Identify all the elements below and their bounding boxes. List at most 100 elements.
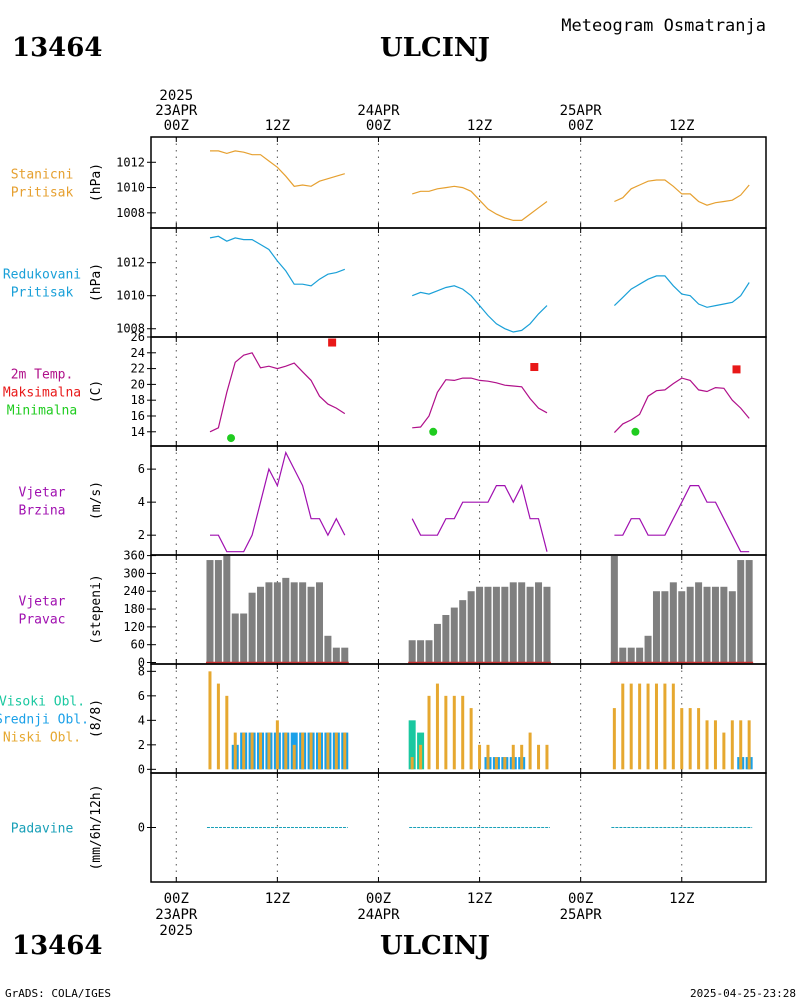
bottom-time-label: 12Z — [467, 891, 492, 907]
wind-dir-bar — [610, 555, 618, 663]
cloud-low-bar — [713, 720, 717, 770]
top-time-label: 00Z — [568, 118, 593, 134]
wind-dir-bar — [282, 577, 290, 663]
panel-frame — [150, 445, 767, 556]
bottom-time-label: 00Z — [164, 891, 189, 907]
wind-dir-bar — [745, 560, 753, 663]
panel-frame — [150, 772, 767, 883]
top-time-label: 12Z — [669, 118, 694, 134]
cloud-low-bar — [317, 732, 321, 770]
wind-dir-bar — [214, 560, 222, 663]
wind-dir-bar — [703, 586, 711, 663]
tmin-marker — [227, 434, 236, 443]
bottom-time-label: 00Z — [568, 891, 593, 907]
y-tick-label: 360 — [123, 549, 145, 563]
wind-dir-bar — [509, 582, 517, 663]
cloud-low-bar — [410, 757, 414, 770]
wind-dir-bar — [442, 614, 450, 663]
y-tick-label: 2 — [138, 528, 145, 542]
panel-wind_speed: 2 4 6 (m/s) Vjetar Brzina — [19, 445, 767, 556]
cloud-low-bar — [747, 720, 751, 770]
y-tick-label: 26 — [131, 330, 145, 344]
wind-dir-bar — [265, 582, 273, 663]
wind-dir-bar — [248, 592, 256, 663]
wind-dir-bar — [231, 613, 239, 663]
cloud-low-bar — [469, 708, 473, 770]
cloud-low-bar — [309, 732, 313, 770]
wind-dir-bar — [686, 586, 694, 663]
wind-dir-bar — [467, 591, 475, 663]
series-line — [614, 179, 750, 206]
wind-dir-bar — [332, 647, 340, 663]
wind-dir-bar — [341, 647, 349, 663]
wind-dir-bar — [223, 555, 231, 663]
wind-dir-bar — [450, 607, 458, 663]
cloud-low-bar — [444, 695, 448, 770]
cloud-low-bar — [528, 732, 532, 770]
y-tick-label: 20 — [131, 377, 145, 391]
cloud-low-bar — [301, 732, 305, 770]
header-station-name: ULCINJ — [380, 33, 490, 63]
panel-label: Brzina — [19, 504, 66, 519]
y-tick-label: 2 — [138, 738, 145, 752]
bottom-time-label: 12Z — [265, 891, 290, 907]
wind-dir-bar — [484, 586, 492, 663]
y-tick-label: 22 — [131, 362, 145, 376]
top-time-label: 12Z — [467, 118, 492, 134]
cloud-low-bar — [494, 757, 498, 770]
series-line — [411, 285, 548, 333]
cloud-low-bar — [334, 732, 338, 770]
wind-dir-bar — [661, 591, 669, 663]
series-line — [411, 483, 548, 552]
series-line — [412, 185, 548, 221]
header-station-id: 13464 — [12, 33, 102, 63]
series-line — [209, 235, 346, 287]
cloud-low-bar — [705, 720, 709, 770]
bottom-time-label: 00Z — [366, 891, 391, 907]
bottom-time-label: 2025 — [159, 923, 193, 939]
tmax-marker — [328, 338, 337, 347]
unit-label: (mm/6h/12h) — [89, 784, 104, 870]
bottom-time-label: 25APR — [560, 907, 603, 923]
cloud-low-bar — [697, 708, 701, 770]
footer-station-name: ULCINJ — [380, 931, 490, 961]
cloud-low-bar — [419, 744, 423, 770]
cloud-low-bar — [654, 683, 658, 770]
cloud-low-bar — [284, 732, 288, 770]
cloud-low-bar — [671, 683, 675, 770]
cloud-low-bar — [629, 683, 633, 770]
top-time-label: 2025 — [159, 88, 193, 104]
y-tick-label: 0 — [138, 762, 145, 776]
cloud-low-bar — [646, 683, 650, 770]
y-tick-label: 16 — [131, 409, 145, 423]
panel-label: Pritisak — [11, 186, 74, 201]
series-line — [210, 450, 346, 553]
tmin-marker — [429, 427, 438, 436]
wind-dir-bar — [324, 635, 332, 663]
cloud-low-bar — [326, 732, 330, 770]
bottom-time-label: 12Z — [669, 891, 694, 907]
footer-station-id: 13464 — [12, 931, 102, 961]
y-tick-label: 1008 — [116, 206, 145, 220]
cloud-low-bar — [452, 695, 456, 770]
y-tick-label: 0 — [138, 821, 145, 835]
panel-frame — [150, 227, 767, 338]
panel-label: Visoki Obl. — [0, 695, 85, 710]
cloud-low-bar — [259, 732, 263, 770]
panel-label: Niski Obl. — [3, 731, 81, 746]
y-tick-label: 18 — [131, 393, 145, 407]
panel-wind_direction: 0 60 120 180 240 300 360 (stepeni) Vjetar Pravac — [19, 549, 767, 670]
tmax-marker — [530, 363, 539, 372]
y-tick-label: 1010 — [116, 289, 145, 303]
top-time-label: 00Z — [366, 118, 391, 134]
cloud-low-bar — [427, 695, 431, 770]
wind-dir-bar — [425, 640, 433, 663]
top-time-label: 24APR — [357, 103, 400, 119]
cloud-low-bar — [621, 683, 625, 770]
cloud-low-bar — [275, 720, 279, 770]
wind-dir-bar — [669, 582, 677, 663]
tmax-marker — [732, 365, 741, 374]
cloud-low-bar — [511, 744, 515, 770]
